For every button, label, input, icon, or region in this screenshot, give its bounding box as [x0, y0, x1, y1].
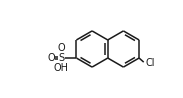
- Text: S: S: [58, 53, 64, 63]
- Text: Cl: Cl: [145, 58, 155, 68]
- Text: O: O: [48, 53, 55, 63]
- Text: OH: OH: [54, 63, 69, 73]
- Text: O: O: [57, 43, 65, 53]
